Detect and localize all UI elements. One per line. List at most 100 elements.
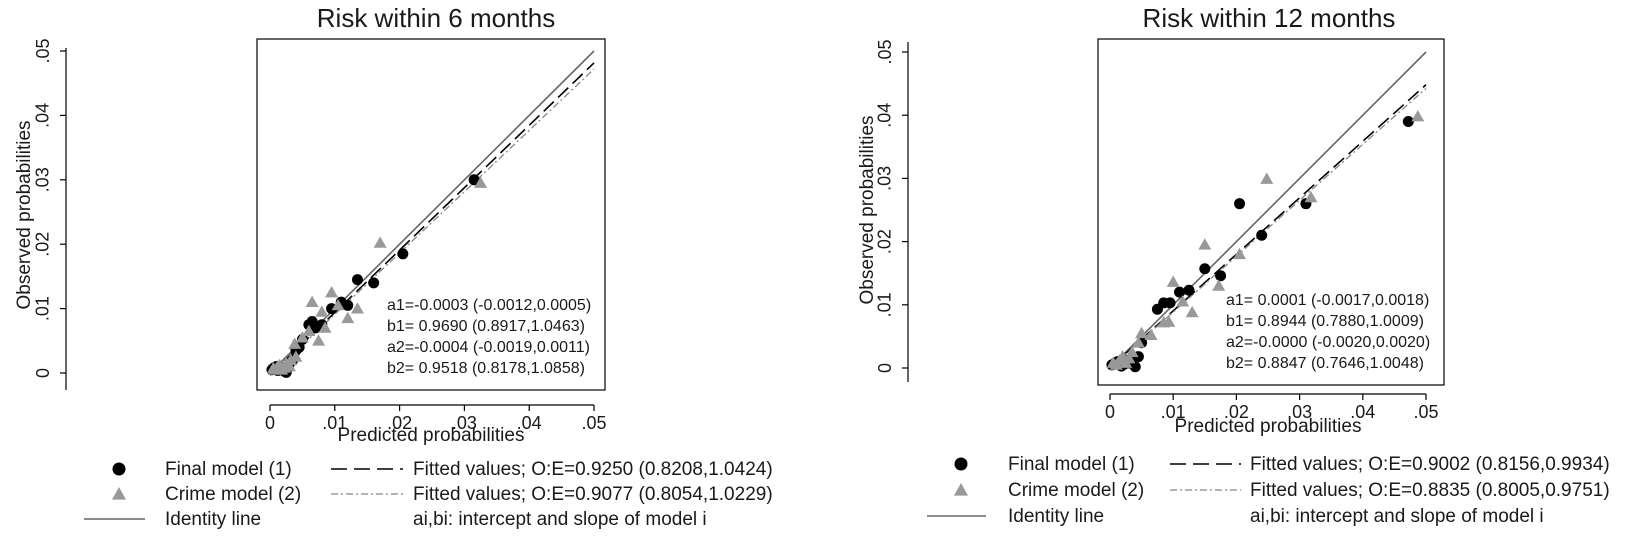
final-model-point (1129, 361, 1141, 373)
crime-model-point (1260, 172, 1274, 184)
crime-model-point (1162, 315, 1176, 327)
legend-note: ai,bi: intercept and slope of model i (1250, 506, 1544, 527)
crime-model-point (1166, 275, 1180, 287)
annotation-text: a1= 0.0001 (-0.0017,0.0018) (1226, 292, 1429, 309)
annotation-text: b1= 0.8944 (0.7880,1.0009) (1226, 313, 1424, 330)
annotation-text: a1=-0.0003 (-0.0012,0.0005) (387, 297, 591, 314)
crime-model-point (1131, 336, 1145, 348)
final-model-point (468, 174, 480, 186)
crime-model-point (1411, 109, 1425, 122)
crime-model-point (288, 337, 302, 349)
x-tick-label: .02 (387, 413, 412, 433)
identity-line (1109, 51, 1427, 369)
final-model-point (1402, 116, 1414, 128)
x-tick-label: 0 (265, 413, 275, 433)
x-tick-label: .03 (1287, 402, 1312, 422)
final-model-point (1174, 286, 1186, 298)
crime-model-point (1212, 279, 1226, 291)
x-tick-label: 0 (1105, 402, 1115, 422)
x-tick-label: .04 (1350, 402, 1375, 422)
legend: Final model (1) Fitted values; O:E=0.9002… (927, 454, 1610, 527)
y-tick-label: .01 (33, 296, 53, 321)
y-tick-label: .02 (875, 229, 895, 254)
legend-label: Fitted values; O:E=0.8835 (0.8005,0.9751… (1250, 480, 1610, 501)
legend-label: Final model (1) (1008, 454, 1135, 475)
y-tick-label: .03 (875, 166, 895, 191)
y-tick-label: .05 (33, 38, 53, 63)
crime-model-point (282, 360, 296, 372)
final-model-point (1215, 270, 1227, 282)
y-tick-label: .05 (875, 39, 895, 64)
annotation-text: b2= 0.9518 (0.8178,1.0858) (387, 360, 585, 377)
crime-model-point (305, 295, 319, 308)
crime-model-point (315, 305, 329, 317)
final-model-point (351, 274, 363, 286)
crime-model-point (1304, 190, 1318, 203)
y-axis-title: Observed probabilities (857, 115, 878, 304)
x-tick-label: .01 (1161, 402, 1186, 422)
annotation-text: b1= 0.9690 (0.8917,1.0463) (387, 318, 585, 335)
legend: Final model (1) Fitted values; O:E=0.9250… (84, 459, 773, 530)
legend-note: ai,bi: intercept and slope of model i (413, 509, 707, 530)
x-tick-label: .05 (1413, 402, 1438, 422)
annotation-text: a2=-0.0000 (-0.0020,0.0020) (1226, 334, 1430, 351)
legend-symbol-triangle (112, 487, 126, 500)
legend-label: Identity line (165, 509, 261, 530)
crime-model-point (312, 334, 326, 346)
y-tick-label: .01 (875, 292, 895, 317)
identity-line (269, 50, 595, 374)
final-model-point (342, 299, 354, 311)
final-model-point (368, 277, 380, 289)
plot-frame (1097, 38, 1445, 386)
crime-model-point (1198, 238, 1212, 250)
x-tick-label: .04 (517, 413, 542, 433)
crime-model-point (341, 311, 355, 324)
x-tick-label: .01 (322, 413, 347, 433)
y-tick-label: .03 (33, 167, 53, 192)
crime-model-point (302, 324, 316, 337)
crime-model-point (474, 176, 488, 188)
legend-label: Fitted values; O:E=0.9002 (0.8156,0.9934… (1250, 454, 1610, 475)
crime-model-point (1135, 326, 1149, 339)
annotation-text: b2= 0.8847 (0.7646,1.0048) (1226, 355, 1424, 372)
legend-symbol-triangle (954, 483, 968, 496)
legend-label: Crime model (2) (165, 484, 301, 505)
legend-label: Crime model (2) (1008, 480, 1144, 501)
final-model-point (1199, 263, 1211, 275)
y-tick-label: 0 (875, 363, 895, 373)
crime-model-point (350, 302, 364, 314)
crime-model-point (331, 298, 345, 311)
final-model-point (1256, 229, 1268, 241)
crime-model-point (325, 286, 339, 298)
legend-symbol-circle (112, 462, 126, 476)
fitted-line-final (269, 62, 595, 376)
legend-label: Fitted values; O:E=0.9077 (0.8054,1.0229… (413, 484, 773, 505)
x-axis-title: Predicted probabilities (338, 425, 525, 446)
x-tick-label: .05 (581, 413, 606, 433)
crime-model-point (318, 321, 332, 333)
final-model-point (1234, 198, 1246, 210)
x-tick-label: .03 (452, 413, 477, 433)
crime-model-point (295, 331, 309, 343)
legend-label: Final model (1) (165, 459, 292, 480)
crime-model-point (1176, 295, 1190, 307)
y-axis-title: Observed probabilities (14, 120, 35, 309)
crime-model-point (1185, 305, 1199, 318)
final-model-point (1164, 297, 1176, 309)
chart-panel-1: Risk within 6 months 0 .01 .02 .03 .04 .05 0 .01… (14, 3, 773, 530)
chart-panel-2: Risk within 12 months 0 .01 .02 .03 .04 .05 0 .0… (857, 3, 1610, 527)
x-tick-label: .02 (1224, 402, 1249, 422)
crime-model-point (1144, 328, 1158, 341)
y-tick-label: .04 (875, 103, 895, 128)
y-tick-label: .04 (33, 103, 53, 128)
chart-title: Risk within 12 months (1143, 3, 1396, 33)
crime-model-point (284, 353, 298, 365)
final-model-point (1183, 284, 1195, 296)
crime-model-point (373, 236, 387, 248)
plot-frame (256, 38, 606, 391)
crime-model-point (1125, 345, 1139, 358)
y-tick-label: 0 (33, 368, 53, 378)
legend-symbol-circle (954, 457, 968, 471)
legend-label: Identity line (1008, 506, 1104, 527)
crime-model-point (289, 350, 303, 362)
